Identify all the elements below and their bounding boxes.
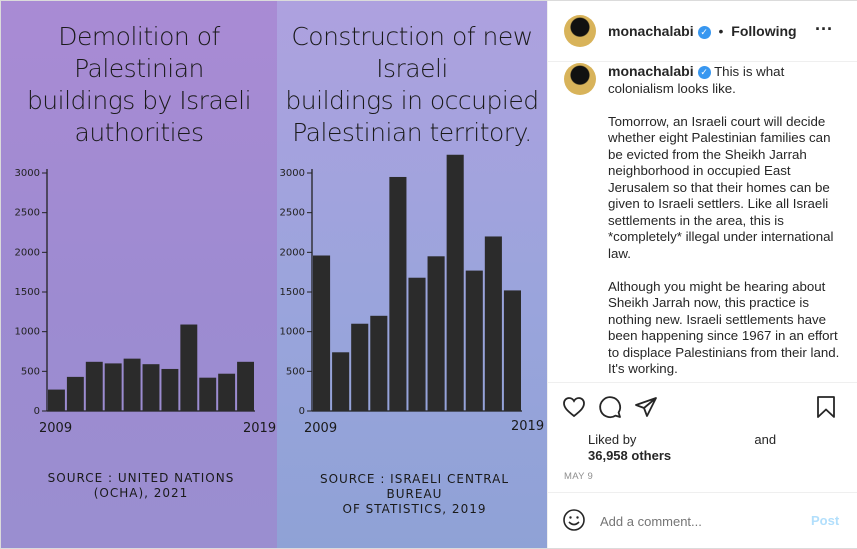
comment-icon[interactable] bbox=[598, 395, 622, 419]
more-horizontal-icon[interactable]: ··· bbox=[815, 19, 833, 39]
y-tick-label: 2000 bbox=[280, 247, 305, 258]
liked-by-and: and bbox=[754, 432, 777, 447]
left-panel: Demolition of Palestinian buildings by I… bbox=[1, 1, 277, 548]
caption-paragraph: Tomorrow, an Israeli court will decide w… bbox=[608, 113, 834, 261]
bar-2014 bbox=[142, 364, 160, 411]
verified-badge-icon: ✓ bbox=[697, 25, 711, 39]
bar-2016 bbox=[180, 324, 198, 411]
bar-2019 bbox=[237, 361, 254, 411]
avatar[interactable] bbox=[564, 15, 596, 47]
bar-2016 bbox=[446, 154, 464, 411]
caption: monachalabi ✓ This is what colonialism lo… bbox=[608, 63, 840, 394]
right-year-start: 2009 bbox=[304, 421, 338, 436]
caption-avatar[interactable] bbox=[564, 63, 596, 95]
bar-2012 bbox=[370, 315, 388, 411]
right-title-line: buildings in occupied bbox=[285, 86, 539, 115]
bar-2010 bbox=[332, 352, 350, 411]
y-tick-label: 1500 bbox=[15, 287, 40, 298]
caption-paragraph: Although you might be hearing about Shei… bbox=[608, 278, 840, 377]
left-year-end: 2019 bbox=[243, 421, 277, 436]
bar-2013 bbox=[389, 176, 407, 411]
verified-badge-icon: ✓ bbox=[697, 65, 711, 79]
divider bbox=[548, 382, 857, 383]
header-separator: • bbox=[718, 23, 724, 39]
left-title: Demolition of Palestinian buildings by I… bbox=[11, 21, 267, 149]
bar-2017 bbox=[199, 377, 217, 411]
post-comment-button[interactable]: Post bbox=[811, 513, 840, 528]
y-tick-label: 0 bbox=[34, 406, 40, 417]
bar-2011 bbox=[85, 361, 103, 411]
y-tick-label: 500 bbox=[21, 366, 40, 377]
following-button[interactable]: Following bbox=[731, 23, 797, 39]
y-tick-label: 1500 bbox=[280, 287, 305, 298]
bar-2012 bbox=[104, 363, 122, 411]
smiley-icon[interactable] bbox=[562, 508, 586, 532]
bar-2009 bbox=[48, 389, 65, 411]
bar-2018 bbox=[484, 236, 502, 411]
paper-plane-icon[interactable] bbox=[634, 395, 658, 419]
right-bar-chart: 3000 2500 2000 1500 1000 500 0 bbox=[280, 154, 522, 417]
right-source: SOURCE : ISRAELI CENTRAL BUREAU OF STATI… bbox=[297, 472, 532, 517]
bar-2010 bbox=[66, 376, 84, 411]
right-title-line: Construction of new Israeli bbox=[291, 22, 533, 83]
right-title: Construction of new Israeli buildings in… bbox=[281, 21, 543, 149]
left-year-start: 2009 bbox=[39, 421, 73, 436]
post-header: monachalabi ✓ • Following ··· bbox=[548, 1, 857, 62]
heart-icon[interactable] bbox=[562, 395, 586, 419]
right-panel: Construction of new Israeli buildings in… bbox=[277, 1, 547, 548]
left-title-line: authorities bbox=[74, 118, 205, 147]
left-source-line: SOURCE : UNITED NATIONS bbox=[47, 471, 235, 485]
post-date[interactable]: MAY 9 bbox=[564, 471, 594, 482]
bar-2019 bbox=[503, 290, 521, 411]
y-tick-label: 2500 bbox=[15, 208, 40, 219]
left-bar-chart: 3000 2500 2000 1500 1000 500 0 bbox=[15, 168, 255, 417]
right-source-line: OF STATISTICS, 2019 bbox=[342, 502, 487, 516]
right-title-line: Palestinian territory. bbox=[292, 118, 532, 147]
left-source-line: (OCHA), 2021 bbox=[93, 486, 189, 500]
post-sidebar: monachalabi ✓ • Following ··· monachalabi… bbox=[547, 1, 857, 548]
y-tick-label: 2500 bbox=[280, 208, 305, 219]
header-user: monachalabi ✓ • Following bbox=[608, 23, 797, 39]
y-tick-label: 1000 bbox=[280, 327, 305, 338]
bar-2014 bbox=[408, 277, 426, 411]
bar-2018 bbox=[218, 373, 236, 411]
caption-username[interactable]: monachalabi bbox=[608, 63, 694, 79]
post-image[interactable]: Demolition of Palestinian buildings by I… bbox=[1, 1, 547, 548]
y-tick-label: 2000 bbox=[15, 247, 40, 258]
bar-2009 bbox=[313, 255, 331, 411]
right-source-line: SOURCE : ISRAELI CENTRAL BUREAU bbox=[319, 472, 510, 501]
divider bbox=[548, 492, 857, 493]
caption-first-paragraph: monachalabi ✓ This is what colonialism lo… bbox=[608, 63, 840, 97]
left-title-line: buildings by Israeli bbox=[26, 86, 252, 115]
y-tick-label: 1000 bbox=[15, 327, 40, 338]
likes-count[interactable]: 36,958 others bbox=[588, 448, 672, 463]
y-tick-label: 0 bbox=[299, 406, 305, 417]
bar-2017 bbox=[465, 270, 483, 411]
comment-input[interactable] bbox=[598, 509, 802, 533]
bar-2011 bbox=[351, 323, 369, 411]
liked-by: Liked by and bbox=[588, 432, 776, 447]
left-title-line: Demolition of Palestinian bbox=[58, 22, 220, 83]
caption-first-text: This is what colonialism looks like. bbox=[608, 64, 785, 96]
left-source: SOURCE : UNITED NATIONS (OCHA), 2021 bbox=[31, 471, 251, 501]
bar-2013 bbox=[123, 358, 141, 411]
y-tick-label: 3000 bbox=[15, 168, 40, 179]
y-tick-label: 500 bbox=[286, 366, 305, 377]
header-username[interactable]: monachalabi bbox=[608, 23, 694, 39]
right-year-end: 2019 bbox=[511, 419, 545, 434]
bar-2015 bbox=[427, 256, 445, 411]
bookmark-icon[interactable] bbox=[814, 395, 838, 419]
liked-by-prefix: Liked by bbox=[588, 432, 637, 447]
bar-2015 bbox=[161, 368, 179, 411]
y-tick-label: 3000 bbox=[280, 168, 305, 179]
